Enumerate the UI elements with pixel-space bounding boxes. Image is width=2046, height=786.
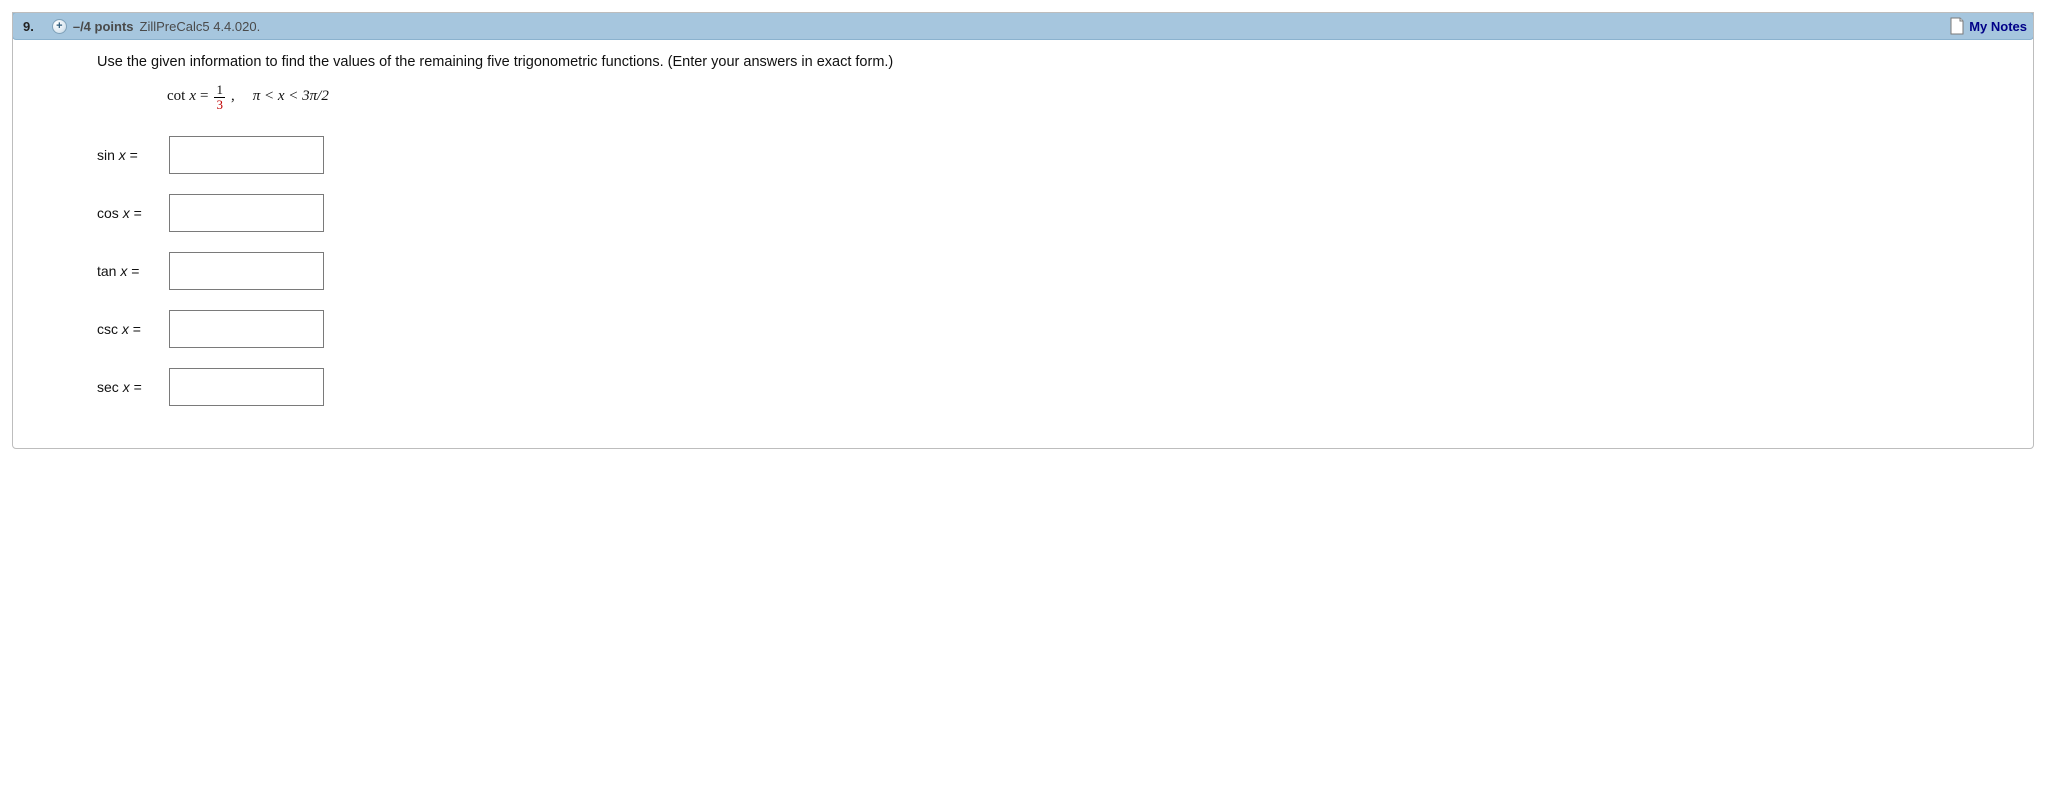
instruction-text: Use the given information to find the va…	[97, 54, 2019, 70]
my-notes-button[interactable]: My Notes	[1949, 17, 2027, 35]
answer-label: sec x =	[97, 379, 169, 395]
answer-row: cos x =	[97, 194, 2019, 232]
equals-sign: =	[200, 88, 208, 105]
fraction-denominator: 3	[214, 97, 225, 112]
csc-input[interactable]	[169, 310, 324, 348]
tan-input[interactable]	[169, 252, 324, 290]
comma: ,	[231, 88, 235, 105]
answer-row: tan x =	[97, 252, 2019, 290]
points-text: –/4 points	[73, 19, 134, 34]
sin-input[interactable]	[169, 136, 324, 174]
answer-row: sec x =	[97, 368, 2019, 406]
question-header: 9. + –/4 points ZillPreCalc5 4.4.020. My…	[12, 12, 2034, 40]
answer-label: cos x =	[97, 205, 169, 221]
question-body: Use the given information to find the va…	[13, 40, 2033, 448]
given-fn: cot	[167, 88, 185, 105]
cos-input[interactable]	[169, 194, 324, 232]
fraction: 1 3	[214, 83, 225, 111]
fraction-numerator: 1	[214, 83, 225, 97]
range-text: π < x < 3π/2	[253, 88, 329, 105]
answer-label: tan x =	[97, 263, 169, 279]
answer-row: csc x =	[97, 310, 2019, 348]
my-notes-label: My Notes	[1969, 19, 2027, 34]
given-expression: cot x = 1 3 , π < x < 3π/2	[97, 82, 2019, 110]
answer-label: sin x =	[97, 147, 169, 163]
note-icon	[1949, 17, 1965, 35]
answer-row: sin x =	[97, 136, 2019, 174]
question-panel: 9. + –/4 points ZillPreCalc5 4.4.020. My…	[12, 12, 2034, 449]
question-number: 9.	[23, 19, 34, 34]
sec-input[interactable]	[169, 368, 324, 406]
source-reference: ZillPreCalc5 4.4.020.	[140, 19, 261, 34]
given-var: x	[189, 88, 196, 105]
answer-label: csc x =	[97, 321, 169, 337]
answers-block: sin x = cos x = tan x = csc x = sec x =	[97, 136, 2019, 406]
expand-icon[interactable]: +	[52, 19, 67, 34]
